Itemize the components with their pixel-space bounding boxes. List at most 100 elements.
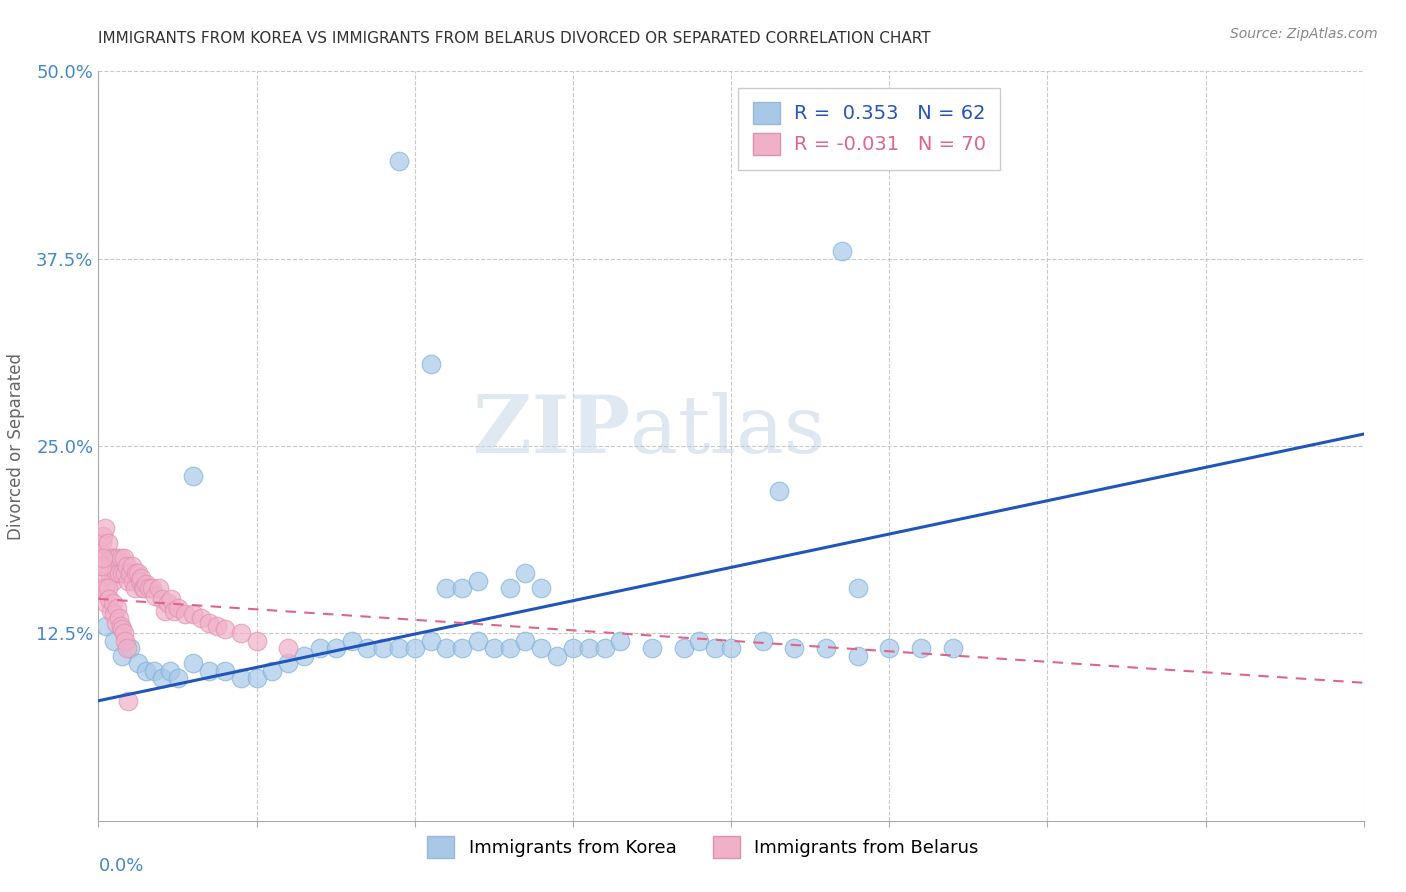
Point: [160, 591, 183, 606]
Point: [910, 641, 932, 656]
Point: [98, 566, 121, 581]
Point: [846, 582, 869, 596]
Point: [388, 641, 411, 656]
Point: [122, 574, 145, 588]
Point: [246, 633, 269, 648]
Point: [148, 582, 170, 596]
Point: [114, 566, 136, 581]
Point: [641, 641, 664, 656]
Point: [419, 633, 441, 648]
Point: [174, 607, 197, 621]
Point: [98, 591, 121, 606]
Point: [108, 566, 131, 581]
Text: 0.0%: 0.0%: [98, 856, 143, 874]
Point: [436, 641, 458, 656]
Point: [277, 641, 299, 656]
Point: [120, 566, 141, 581]
Point: [831, 244, 853, 259]
Point: [129, 571, 152, 585]
Point: [89, 574, 111, 588]
Point: [114, 633, 136, 648]
Point: [157, 596, 180, 610]
Point: [325, 641, 347, 656]
Point: [183, 607, 205, 621]
Point: [356, 641, 378, 656]
Point: [127, 566, 149, 581]
Legend: Immigrants from Korea, Immigrants from Belarus: Immigrants from Korea, Immigrants from B…: [419, 827, 987, 867]
Point: [108, 611, 131, 625]
Point: [90, 558, 112, 573]
Point: [111, 648, 134, 663]
Point: [277, 657, 299, 671]
Point: [229, 626, 252, 640]
Point: [93, 582, 117, 596]
Text: ZIP: ZIP: [472, 392, 630, 470]
Point: [292, 648, 315, 663]
Point: [110, 551, 132, 566]
Point: [91, 551, 114, 566]
Point: [530, 582, 553, 596]
Point: [419, 357, 441, 371]
Point: [846, 648, 869, 663]
Point: [159, 664, 181, 678]
Point: [751, 633, 773, 648]
Point: [145, 589, 166, 603]
Point: [166, 600, 188, 615]
Point: [198, 615, 221, 630]
Point: [688, 633, 710, 648]
Point: [593, 641, 616, 656]
Point: [198, 664, 221, 678]
Point: [104, 566, 127, 581]
Point: [183, 469, 205, 483]
Point: [498, 582, 520, 596]
Point: [498, 641, 520, 656]
Point: [121, 558, 143, 573]
Point: [183, 657, 205, 671]
Point: [96, 619, 118, 633]
Y-axis label: Divorced or Separated: Divorced or Separated: [7, 352, 25, 540]
Point: [124, 582, 146, 596]
Point: [112, 626, 135, 640]
Point: [515, 633, 537, 648]
Point: [482, 641, 505, 656]
Point: [117, 574, 139, 588]
Point: [150, 591, 173, 606]
Point: [942, 641, 965, 656]
Point: [96, 596, 118, 610]
Point: [672, 641, 695, 656]
Point: [720, 641, 742, 656]
Point: [340, 633, 363, 648]
Point: [127, 657, 149, 671]
Point: [229, 671, 252, 685]
Point: [578, 641, 600, 656]
Point: [768, 483, 790, 498]
Point: [91, 529, 114, 543]
Point: [100, 604, 122, 618]
Point: [163, 604, 186, 618]
Point: [97, 536, 120, 550]
Point: [561, 641, 585, 656]
Point: [214, 664, 236, 678]
Point: [814, 641, 837, 656]
Point: [89, 544, 111, 558]
Point: [783, 641, 806, 656]
Point: [125, 566, 148, 581]
Point: [150, 671, 173, 685]
Point: [546, 648, 568, 663]
Point: [135, 577, 157, 591]
Point: [104, 615, 127, 630]
Point: [107, 600, 129, 615]
Point: [214, 622, 236, 636]
Point: [132, 582, 155, 596]
Point: [103, 607, 125, 621]
Point: [87, 551, 110, 566]
Point: [120, 641, 141, 656]
Point: [111, 622, 134, 636]
Text: IMMIGRANTS FROM KOREA VS IMMIGRANTS FROM BELARUS DIVORCED OR SEPARATED CORRELATI: IMMIGRANTS FROM KOREA VS IMMIGRANTS FROM…: [98, 31, 931, 46]
Point: [246, 671, 269, 685]
Point: [107, 551, 129, 566]
Point: [467, 574, 489, 588]
Point: [90, 536, 112, 550]
Point: [96, 558, 118, 573]
Legend: R =  0.353   N = 62, R = -0.031   N = 70: R = 0.353 N = 62, R = -0.031 N = 70: [738, 88, 1001, 169]
